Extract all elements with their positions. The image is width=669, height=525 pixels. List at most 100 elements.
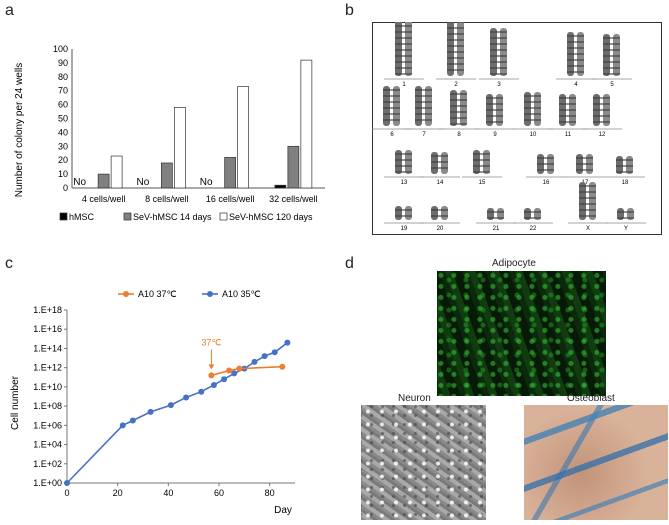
band bbox=[473, 153, 490, 155]
line-x-tick-label: 0 bbox=[64, 488, 69, 498]
chromosome-22: 22 bbox=[513, 208, 553, 232]
band bbox=[415, 107, 432, 109]
band bbox=[383, 119, 400, 121]
chromosome-label: 13 bbox=[401, 180, 408, 186]
chromatid-right bbox=[405, 206, 412, 220]
line-y-tick-label: 1.E+12 bbox=[33, 363, 62, 373]
band bbox=[383, 101, 400, 103]
chromosome-label: 7 bbox=[422, 132, 426, 138]
chromosome-14: 14 bbox=[420, 152, 460, 186]
osteoblast-micrograph bbox=[524, 405, 668, 520]
band bbox=[415, 113, 432, 115]
chromosome-label: 6 bbox=[390, 132, 394, 138]
bar-legend-label: SeV-hMSC 120 days bbox=[229, 212, 313, 222]
band bbox=[473, 165, 490, 167]
bar-y-axis-label: Number of colony per 24 wells bbox=[14, 63, 25, 198]
band bbox=[524, 217, 541, 219]
chromosome-7: 7 bbox=[404, 86, 444, 138]
chromatid-left bbox=[395, 206, 402, 220]
bar-y-tick-label: 0 bbox=[63, 183, 68, 193]
band bbox=[395, 49, 412, 51]
panel-b-label: b bbox=[345, 2, 354, 19]
band bbox=[616, 171, 633, 173]
chromosome-17: 17 bbox=[565, 154, 605, 186]
band bbox=[567, 41, 584, 43]
band bbox=[490, 43, 507, 45]
bar-y-tick-label: 80 bbox=[58, 72, 68, 82]
band bbox=[490, 73, 507, 75]
band bbox=[415, 89, 432, 91]
band bbox=[603, 67, 620, 69]
chromosome-label: 5 bbox=[610, 82, 614, 88]
band bbox=[579, 191, 596, 193]
chromosome-10: 10 bbox=[513, 92, 553, 138]
band bbox=[559, 103, 576, 105]
chromatid-right bbox=[441, 206, 448, 220]
chromosome-label: 22 bbox=[530, 226, 537, 232]
chromosome-2: 2 bbox=[436, 22, 476, 88]
no-colony-label: No bbox=[73, 177, 86, 188]
series-1-point-14 bbox=[284, 339, 291, 346]
bar-1-3 bbox=[287, 145, 300, 189]
band bbox=[383, 113, 400, 115]
chromatid-right bbox=[589, 182, 596, 220]
band bbox=[447, 69, 464, 71]
band bbox=[431, 215, 448, 217]
bar-y-tick-label: 10 bbox=[58, 169, 68, 179]
band bbox=[447, 33, 464, 35]
bar-category-label: 32 cells/well bbox=[269, 194, 318, 204]
line-legend-marker bbox=[207, 291, 213, 297]
chromatid-right bbox=[460, 90, 467, 126]
band bbox=[395, 61, 412, 63]
band bbox=[490, 67, 507, 69]
series-1-point-11 bbox=[251, 358, 258, 365]
chromosome-6: 6 bbox=[372, 86, 412, 138]
bar-y-tick-label: 40 bbox=[58, 127, 68, 137]
chromosome-4: 4 bbox=[556, 32, 596, 88]
band bbox=[415, 95, 432, 97]
band bbox=[395, 31, 412, 33]
series-1-point-1 bbox=[119, 422, 126, 429]
series-1-point-8 bbox=[221, 376, 228, 383]
chromatid-left bbox=[447, 22, 454, 76]
band bbox=[537, 163, 554, 165]
annotation-arrow-head bbox=[208, 364, 215, 370]
band bbox=[395, 55, 412, 57]
band bbox=[603, 55, 620, 57]
chromosome-19: 19 bbox=[384, 206, 424, 232]
chromosome-label: 18 bbox=[622, 180, 629, 186]
band bbox=[524, 119, 541, 121]
chromosome-label: 14 bbox=[437, 180, 444, 186]
chromosome-5: 5 bbox=[592, 34, 632, 88]
band bbox=[490, 61, 507, 63]
chromosome-8: 8 bbox=[439, 90, 479, 138]
osteoblast-caption: Osteoblast bbox=[567, 393, 615, 404]
band bbox=[524, 95, 541, 97]
bar-y-tick-label: 50 bbox=[58, 114, 68, 124]
band bbox=[593, 103, 610, 105]
chromosome-label: 20 bbox=[437, 226, 444, 232]
band bbox=[486, 115, 503, 117]
chromatid-right bbox=[483, 150, 490, 174]
chromosome-label: 2 bbox=[454, 82, 458, 88]
band bbox=[447, 22, 464, 23]
band bbox=[524, 113, 541, 115]
band bbox=[537, 169, 554, 171]
bar-legend-swatch bbox=[59, 212, 68, 221]
band bbox=[490, 37, 507, 39]
band bbox=[567, 59, 584, 61]
band bbox=[473, 159, 490, 161]
line-x-axis-label: Day bbox=[274, 505, 292, 516]
chromosome-label: X bbox=[586, 226, 590, 232]
band bbox=[395, 153, 412, 155]
band bbox=[395, 159, 412, 161]
line-legend-label: A10 37℃ bbox=[138, 289, 177, 299]
chromatid-left bbox=[450, 90, 457, 126]
chromatid-left bbox=[473, 150, 480, 174]
bar-2-2 bbox=[237, 86, 249, 189]
band bbox=[490, 49, 507, 51]
band bbox=[431, 161, 448, 163]
band bbox=[450, 99, 467, 101]
band bbox=[559, 121, 576, 123]
band bbox=[447, 27, 464, 29]
